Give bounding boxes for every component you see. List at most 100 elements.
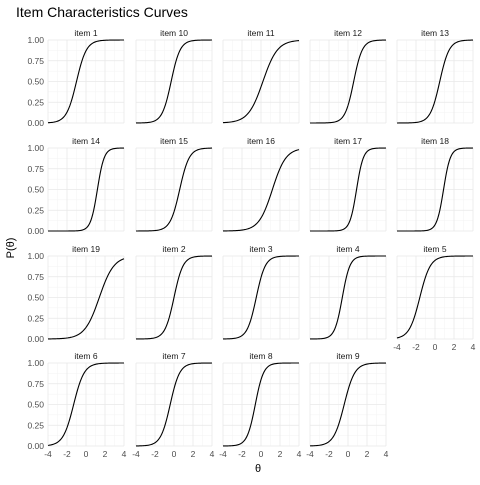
x-tick-label: 4 [297,449,302,459]
panel-title: item 6 [74,351,97,361]
facet-panel: item 4 [309,244,387,340]
panel-title: item 5 [423,244,446,254]
icc-curve [309,362,387,447]
facet-panel: item 2 [135,244,213,340]
x-tick-label: 2 [365,449,370,459]
icc-curve [222,40,300,124]
x-tick-label: -4 [306,449,314,459]
facet-panels: item 1 0.00 0.25 0.50 0.75 1.00 item 10 item 11… [27,28,475,459]
icc-curve [396,255,473,339]
panel-title: item 19 [72,244,100,254]
facet-panel: item 11 [222,28,300,124]
facet-panel: item 16 [222,136,300,232]
y-tick-label: 0.00 [27,441,44,451]
panel-title: item 1 [74,28,97,38]
panel-title: item 14 [72,136,100,146]
panel-title: item 8 [249,351,272,361]
icc-curve [47,258,125,340]
icc-curve [397,147,474,232]
y-tick-label: 0.50 [27,77,44,87]
facet-panel: item 6 0.00 0.25 0.50 0.75 1.00 -4 -2 0 2 4 [27,351,126,459]
y-tick-label: 0.00 [27,226,44,236]
x-tick-label: 4 [471,342,476,352]
y-tick-label: 0.50 [27,293,44,303]
y-tick-label: 0.50 [27,185,44,195]
icc-curve [136,39,212,124]
panel-title: item 10 [160,28,188,38]
x-tick-label: 0 [433,342,438,352]
y-tick-label: 0.25 [27,313,44,323]
panel-title: item 17 [334,136,362,146]
x-tick-label: 4 [122,449,127,459]
y-axis-label: P(θ) [5,238,17,259]
x-tick-label: -2 [238,449,246,459]
x-tick-label: -2 [151,449,159,459]
facet-panel: item 15 [135,136,213,232]
y-tick-label: 0.50 [27,400,44,410]
icc-curve [47,362,124,446]
x-tick-label: -4 [44,449,52,459]
panel-title: item 12 [334,28,362,38]
icc-curve [136,147,213,232]
facet-panel: item 5 -4 -2 0 2 4 [393,244,475,352]
icc-curve [310,147,387,232]
x-tick-label: 2 [103,449,108,459]
facet-panel: item 8 -4 -2 0 2 4 [219,351,301,459]
panel-title: item 3 [249,244,272,254]
x-tick-label: 2 [278,449,283,459]
panel-title: item 4 [336,244,359,254]
x-tick-label: -2 [325,449,333,459]
icc-curve [397,39,474,124]
panel-title: item 18 [421,136,449,146]
y-tick-label: 0.00 [27,334,44,344]
icc-curve [222,255,299,340]
x-tick-label: -2 [63,449,71,459]
icc-curve [222,362,299,447]
panel-title: item 15 [160,136,188,146]
x-tick-label: 4 [210,449,215,459]
y-tick-label: 1.00 [27,251,44,261]
icc-curve [47,39,124,124]
y-tick-label: 1.00 [27,358,44,368]
y-tick-label: 0.25 [27,420,44,430]
y-tick-label: 0.75 [27,164,44,174]
panel-title: item 7 [162,351,185,361]
panel-title: item 13 [421,28,449,38]
facet-panel: item 12 [309,28,387,124]
facet-panel: item 14 0.00 0.25 0.50 0.75 1.00 [27,136,125,236]
icc-curve [136,255,212,340]
panel-title: item 16 [247,136,275,146]
y-tick-label: 0.25 [27,205,44,215]
facet-panel: item 17 [309,136,387,232]
x-tick-label: -4 [393,342,401,352]
facet-panel: item 13 [396,28,474,124]
facet-panel: item 10 [135,28,213,124]
panel-title: item 9 [336,351,359,361]
x-tick-label: 2 [191,449,196,459]
x-tick-label: 0 [84,449,89,459]
y-tick-label: 0.75 [27,379,44,389]
icc-curve [135,362,213,447]
facet-panel: item 9 -4 -2 0 2 4 [306,351,388,459]
y-tick-label: 0.75 [27,272,44,282]
facet-panel: item 18 [396,136,474,232]
facet-panel: item 19 0.00 0.25 0.50 0.75 1.00 [27,244,125,344]
x-axis-label: θ [255,463,261,475]
panel-title: item 11 [247,28,275,38]
icc-curve [310,39,387,124]
y-tick-label: 0.25 [27,97,44,107]
facet-panel: item 3 [222,244,300,340]
y-tick-label: 0.00 [27,118,44,128]
x-tick-label: 0 [346,449,351,459]
x-tick-label: -2 [412,342,420,352]
facet-panel: item 7 -4 -2 0 2 4 [132,351,214,459]
y-tick-label: 0.75 [27,56,44,66]
y-tick-label: 1.00 [27,143,44,153]
x-tick-label: 2 [452,342,457,352]
chart-title: Item Characteristics Curves [16,4,188,20]
facet-panel: item 1 0.00 0.25 0.50 0.75 1.00 [27,28,125,128]
icc-curve [222,149,300,232]
y-tick-label: 1.00 [27,35,44,45]
